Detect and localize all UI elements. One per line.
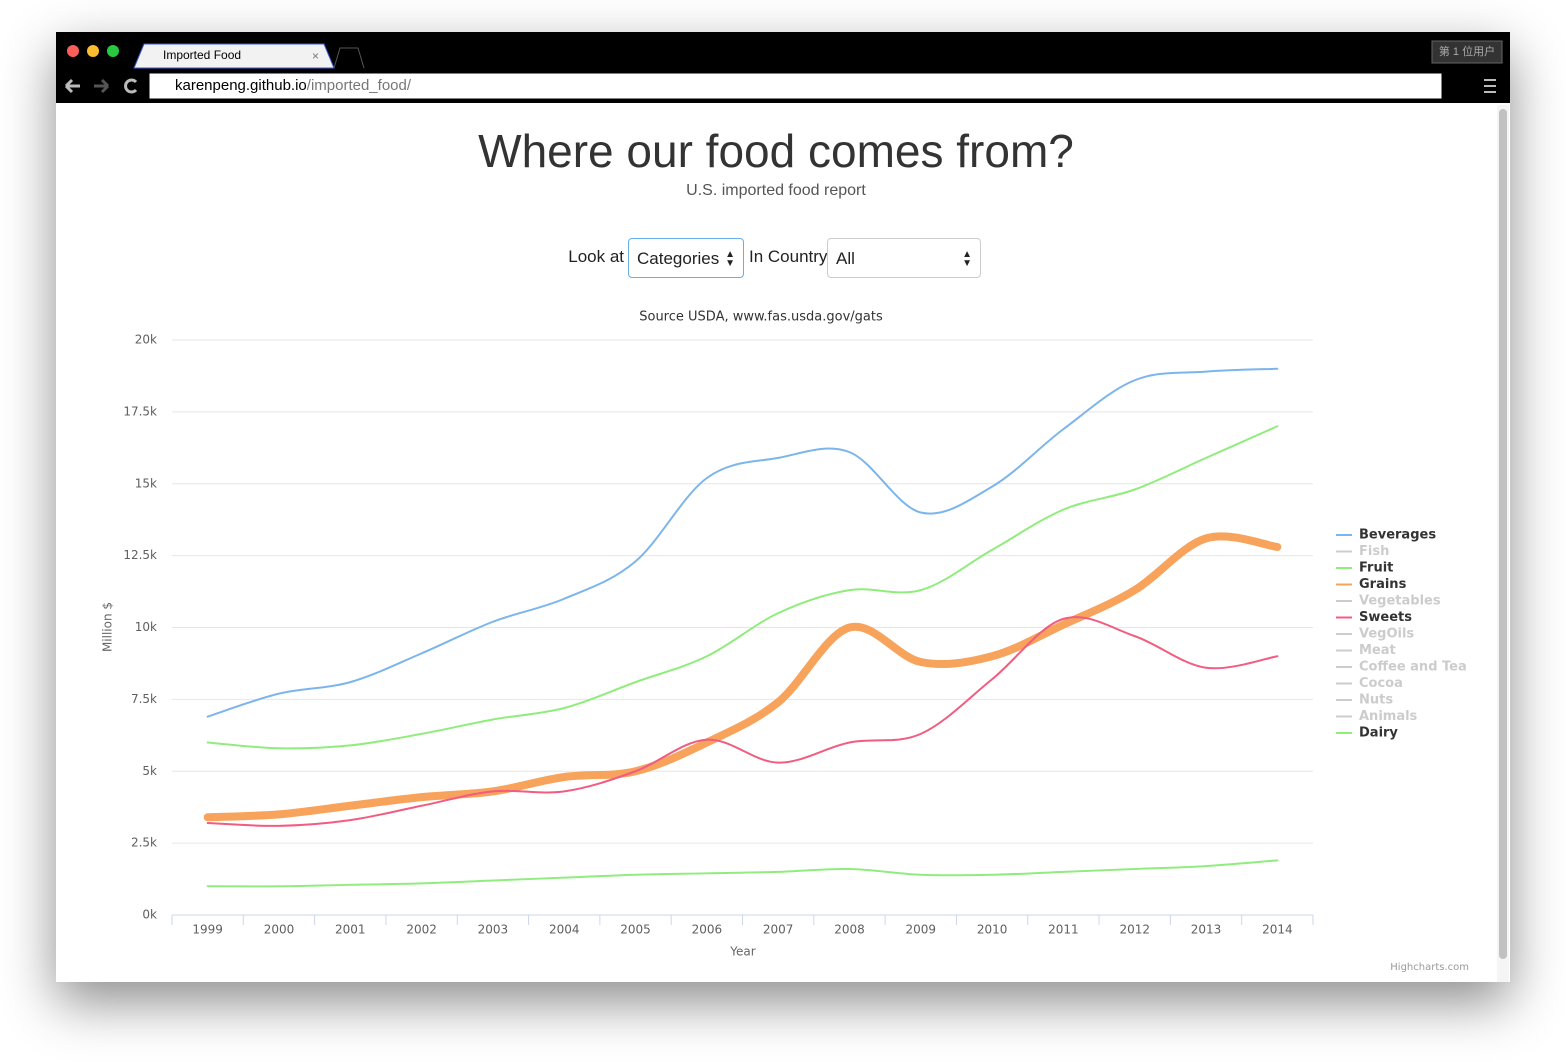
address-bar[interactable] — [148, 72, 1443, 100]
x-tick-label: 2006 — [692, 923, 723, 937]
look-at-value: Categories — [637, 249, 720, 268]
x-tick-label: 2013 — [1191, 923, 1222, 937]
x-tick-label: 1999 — [192, 923, 223, 937]
forward-button[interactable] — [94, 78, 110, 94]
x-tick-label: 2011 — [1048, 923, 1079, 937]
page-subtitle: U.S. imported food report — [686, 182, 866, 199]
y-tick-label: 12.5k — [123, 548, 157, 562]
x-tick-label: 2004 — [549, 923, 580, 937]
new-tab[interactable] — [333, 47, 365, 69]
legend-item[interactable]: Sweets — [1359, 610, 1412, 625]
x-tick-label: 2008 — [834, 923, 865, 937]
x-tick-label: 2014 — [1262, 923, 1293, 937]
scroll-thumb[interactable] — [1499, 109, 1507, 959]
country-label: In Country — [749, 247, 828, 266]
y-tick-label: 5k — [142, 764, 157, 778]
legend-item[interactable]: Meat — [1359, 643, 1396, 658]
x-tick-label: 2007 — [763, 923, 794, 937]
legend-item[interactable]: Fish — [1359, 544, 1389, 559]
active-tab[interactable] — [133, 43, 335, 69]
back-button[interactable] — [64, 78, 80, 94]
browser-window: Imported Food × 第 1 位用户 karenpeng.github… — [56, 32, 1510, 982]
credits[interactable]: Highcharts.com — [1390, 962, 1469, 973]
legend-item[interactable]: Animals — [1359, 709, 1418, 724]
reload-button[interactable] — [124, 78, 138, 94]
x-tick-label: 2001 — [335, 923, 366, 937]
select-arrow: ▲ ▼ — [725, 249, 735, 269]
legend-item[interactable]: Grains — [1359, 577, 1407, 592]
legend-item[interactable]: VegOils — [1359, 627, 1414, 642]
country-value: All — [836, 249, 855, 268]
legend-item[interactable]: Coffee and Tea — [1359, 660, 1467, 675]
chrome-graphics: Imported Food × 第 1 位用户 karenpeng.github… — [64, 40, 1503, 100]
series-line — [206, 367, 1279, 718]
series-line — [206, 616, 1279, 827]
legend-item[interactable]: Fruit — [1359, 561, 1393, 576]
y-tick-label: 0k — [142, 908, 157, 922]
select-arrow: ▲ ▼ — [962, 249, 972, 269]
y-tick-label: 15k — [135, 476, 157, 490]
y-tick-label: 17.5k — [123, 404, 157, 418]
url-path: /imported_food/ — [307, 77, 412, 94]
menu-line — [1484, 91, 1496, 93]
zoom-button[interactable] — [107, 45, 119, 57]
user-button-label: 第 1 位用户 — [1439, 44, 1495, 58]
tab-title: Imported Food — [163, 48, 241, 62]
legend-item[interactable]: Beverages — [1359, 528, 1436, 543]
x-tick-label: 2012 — [1119, 923, 1150, 937]
legend-item[interactable]: Nuts — [1359, 693, 1393, 708]
legend-item[interactable]: Vegetables — [1359, 594, 1441, 609]
minimize-button[interactable] — [87, 45, 99, 57]
url-host: karenpeng.github.io — [175, 77, 307, 94]
country-select[interactable]: All ▲ ▼ — [827, 238, 981, 278]
series-line — [206, 859, 1279, 888]
x-tick-label: 2009 — [906, 923, 937, 937]
y-tick-label: 20k — [135, 333, 157, 347]
user-button[interactable] — [1431, 40, 1503, 64]
url: karenpeng.github.io/imported_food/ — [175, 77, 412, 94]
y-tick-label: 2.5k — [131, 836, 157, 850]
x-axis-title: Year — [729, 945, 755, 959]
y-tick-label: 7.5k — [131, 692, 157, 706]
x-tick-label: 2003 — [478, 923, 509, 937]
look-at-label: Look at — [568, 247, 624, 266]
y-axis-title: Million $ — [101, 602, 115, 652]
y-tick-label: 10k — [135, 620, 157, 634]
legend-item[interactable]: Cocoa — [1359, 676, 1403, 691]
x-tick-label: 2000 — [264, 923, 295, 937]
x-tick-label: 2010 — [977, 923, 1008, 937]
menu-button[interactable] — [1484, 79, 1496, 81]
page-title: Where our food comes from? — [478, 125, 1074, 177]
tab-close[interactable]: × — [312, 49, 319, 63]
scrollbar[interactable] — [1497, 105, 1509, 982]
legend-item[interactable]: Dairy — [1359, 726, 1398, 741]
series-line — [206, 425, 1279, 750]
close-button[interactable] — [67, 45, 79, 57]
look-at-select[interactable]: Categories ▲ ▼ — [628, 238, 744, 278]
x-tick-label: 2005 — [620, 923, 651, 937]
series-line — [203, 532, 1282, 822]
menu-line — [1484, 85, 1496, 87]
chart-subtitle: Source USDA, www.fas.usda.gov/gats — [639, 310, 883, 325]
x-tick-label: 2002 — [406, 923, 437, 937]
